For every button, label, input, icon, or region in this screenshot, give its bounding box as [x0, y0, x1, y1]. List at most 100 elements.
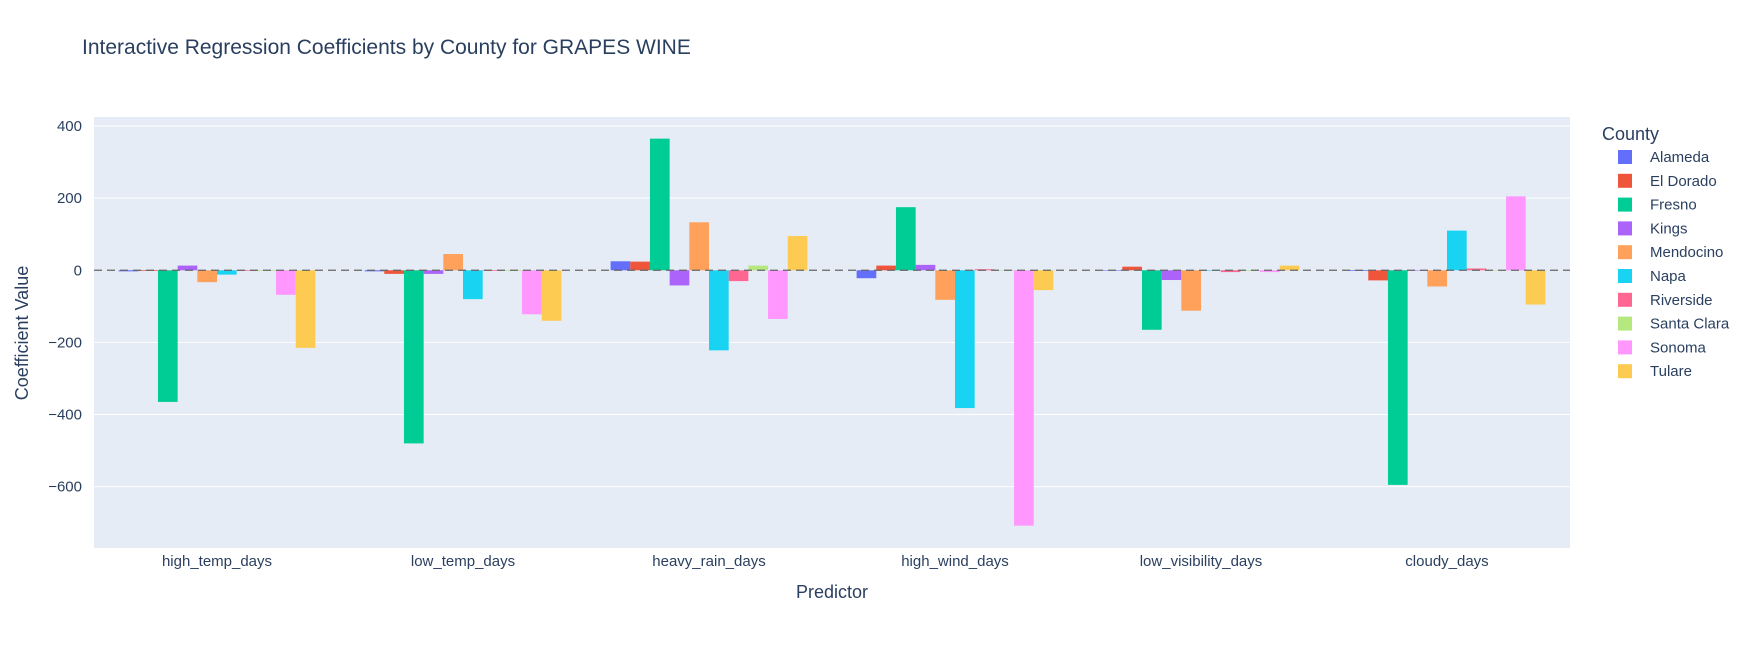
bar[interactable] [935, 270, 955, 300]
bar[interactable] [689, 222, 709, 271]
legend-swatch [1618, 221, 1632, 236]
y-tick-label: 200 [57, 190, 82, 207]
bar[interactable] [1447, 230, 1467, 271]
bar[interactable] [118, 270, 139, 272]
bar[interactable] [1260, 270, 1280, 273]
x-tick-label: low_temp_days [411, 553, 515, 570]
bar[interactable] [610, 261, 631, 271]
legend-swatch [1618, 316, 1632, 331]
legend-item[interactable]: Alameda [1618, 149, 1710, 166]
legend-item[interactable]: Sonoma [1618, 339, 1707, 356]
legend-swatch [1618, 364, 1632, 379]
bar[interactable] [876, 265, 896, 271]
bar[interactable] [1525, 270, 1546, 305]
bar[interactable] [482, 270, 503, 271]
bar[interactable] [1240, 270, 1261, 271]
bar[interactable] [384, 270, 404, 274]
plot-area [94, 117, 1570, 548]
bar[interactable] [1506, 196, 1526, 271]
legend-item[interactable]: Santa Clara [1618, 316, 1730, 333]
x-tick-label: low_visibility_days [1140, 553, 1263, 570]
legend-swatch [1618, 173, 1632, 188]
bar[interactable] [443, 254, 463, 271]
x-tick-label: heavy_rain_days [652, 553, 765, 570]
legend-label: Alameda [1650, 149, 1710, 166]
legend-title: County [1602, 124, 1659, 144]
bar[interactable] [709, 270, 729, 351]
bar[interactable] [276, 270, 296, 295]
y-tick-labels: 400 200 0 −200 −400 −600 [48, 118, 82, 496]
bar[interactable] [295, 270, 316, 348]
bar[interactable] [1181, 270, 1201, 311]
legend-label: Mendocino [1650, 244, 1723, 261]
bar[interactable] [1201, 270, 1221, 271]
legend-swatch [1618, 150, 1632, 164]
legend-item[interactable]: Mendocino [1618, 244, 1723, 261]
legend-label: Tulare [1650, 363, 1692, 380]
y-tick-label: 0 [74, 262, 82, 279]
bar[interactable] [895, 207, 916, 271]
bar[interactable] [1161, 270, 1182, 281]
bar[interactable] [1220, 270, 1241, 273]
bar[interactable] [1279, 265, 1300, 271]
bar[interactable] [403, 270, 424, 444]
legend-swatch [1618, 340, 1632, 355]
x-tick-label: cloudy_days [1405, 553, 1488, 570]
bar[interactable] [1122, 266, 1142, 271]
bar[interactable] [1486, 270, 1507, 271]
bar[interactable] [1387, 270, 1408, 485]
bar[interactable] [463, 270, 483, 300]
bar[interactable] [177, 265, 198, 271]
bar[interactable] [787, 236, 808, 271]
bar[interactable] [669, 270, 690, 286]
y-tick-label: 400 [57, 118, 82, 135]
legend-label: Sonoma [1650, 339, 1707, 356]
bar[interactable] [1427, 270, 1447, 287]
bar[interactable] [423, 270, 444, 274]
legend-label: Riverside [1650, 292, 1713, 309]
y-tick-label: −400 [48, 407, 82, 424]
bar[interactable] [649, 138, 670, 271]
x-tick-label: high_temp_days [162, 553, 272, 570]
y-tick-label: −200 [48, 334, 82, 351]
bar[interactable] [728, 270, 749, 282]
legend-item[interactable]: El Dorado [1618, 173, 1717, 190]
y-tick-label: −600 [48, 479, 82, 496]
bar[interactable] [1407, 270, 1428, 271]
chart-title: Interactive Regression Coefficients by C… [82, 36, 691, 59]
legend-item[interactable]: Riverside [1618, 292, 1713, 309]
bar[interactable] [1466, 268, 1487, 271]
bar[interactable] [541, 270, 562, 321]
bar[interactable] [522, 270, 542, 315]
bar[interactable] [915, 264, 936, 271]
legend-label: El Dorado [1650, 173, 1717, 190]
bar[interactable] [768, 270, 788, 319]
legend-item[interactable]: Kings [1618, 220, 1688, 237]
legend: County Alameda El Dorado Fresno Kings Mendoc… [1602, 124, 1730, 380]
grid-lines [94, 125, 1570, 488]
legend-item[interactable]: Napa [1618, 268, 1687, 285]
bar[interactable] [197, 270, 217, 283]
legend-swatch [1618, 245, 1632, 260]
legend-swatch [1618, 197, 1632, 212]
bar[interactable] [856, 270, 877, 279]
bar[interactable] [630, 261, 650, 271]
bar[interactable] [1033, 270, 1054, 291]
legend-label: Kings [1650, 220, 1688, 237]
bar[interactable] [955, 270, 975, 409]
bar[interactable] [217, 270, 237, 275]
bar[interactable] [1141, 270, 1162, 330]
bar[interactable] [236, 270, 257, 271]
x-tick-label: high_wind_days [901, 553, 1009, 570]
bar[interactable] [157, 270, 178, 402]
legend-item[interactable]: Fresno [1618, 197, 1697, 214]
legend-swatch [1618, 292, 1632, 307]
y-axis-title: Coefficient Value [12, 266, 32, 400]
bars [118, 138, 1546, 526]
bar[interactable] [1368, 270, 1388, 281]
legend-label: Santa Clara [1650, 316, 1730, 333]
bar[interactable] [1014, 270, 1034, 526]
legend-item[interactable]: Tulare [1618, 363, 1692, 380]
bar[interactable] [748, 265, 769, 271]
